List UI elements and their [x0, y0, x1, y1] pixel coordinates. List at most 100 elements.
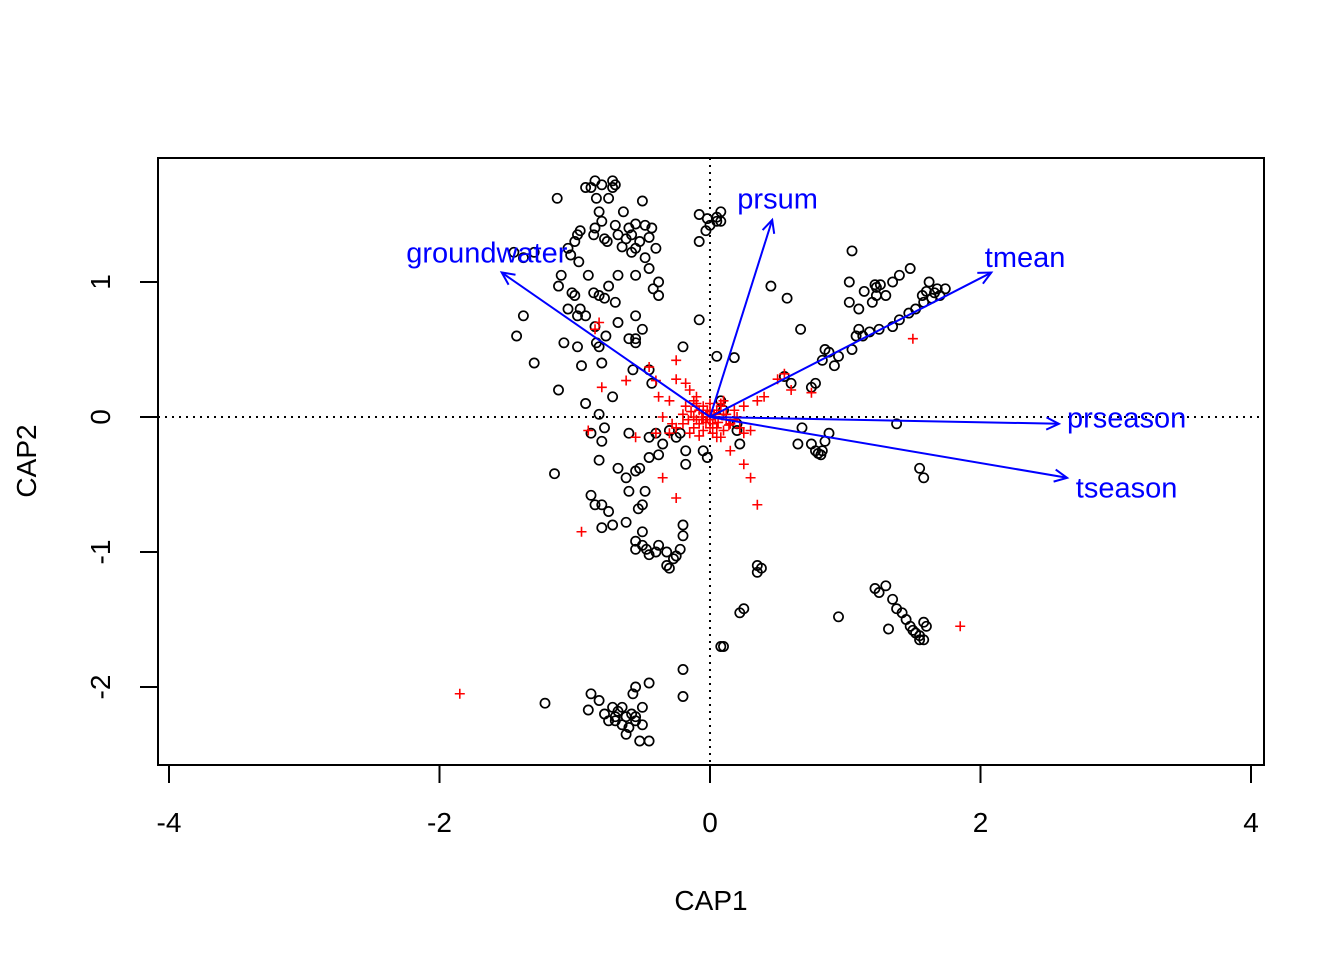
species-point [806, 387, 817, 398]
site-point [580, 182, 592, 193]
vector-label-prseason: prseason [1067, 402, 1186, 434]
site-point [751, 566, 763, 578]
site-point [609, 219, 621, 231]
species-point [725, 445, 736, 456]
site-point [576, 360, 587, 372]
species-point [698, 401, 709, 412]
site-point [593, 341, 605, 353]
species-point [677, 409, 688, 420]
site-point [599, 422, 610, 434]
y-tick-label: -1 [85, 540, 116, 565]
site-point [661, 560, 673, 571]
site-point [819, 344, 831, 355]
site-point [630, 337, 642, 349]
species-point [688, 412, 699, 422]
site-point [623, 427, 635, 439]
site-point [918, 472, 930, 484]
site-point [643, 549, 655, 561]
site-point [883, 623, 894, 635]
site-point [643, 452, 655, 463]
species-point [650, 428, 661, 439]
site-point [607, 182, 619, 193]
species-point [583, 425, 594, 436]
site-point [590, 192, 602, 204]
x-axis-label: CAP1 [674, 885, 747, 916]
species-point [700, 417, 711, 428]
species-point [630, 432, 641, 443]
species-point [596, 382, 607, 393]
site-point [846, 245, 858, 257]
site-point [653, 276, 665, 288]
site-point [558, 337, 570, 349]
site-point [599, 233, 610, 245]
site-point [609, 711, 621, 723]
site-point [603, 192, 615, 204]
site-point [918, 634, 930, 646]
site-point [657, 438, 669, 450]
site-point [603, 280, 615, 292]
site-point [574, 303, 586, 315]
site-point [539, 697, 551, 709]
site-point [585, 688, 597, 700]
site-point [931, 283, 943, 295]
site-point [609, 296, 621, 308]
site-point [600, 330, 612, 342]
site-point [612, 317, 624, 328]
vector-label-groundwater: groundwater [406, 238, 568, 270]
site-point [630, 465, 642, 477]
site-point [572, 341, 583, 353]
site-point [643, 735, 655, 747]
site-point [573, 256, 585, 268]
site-point [812, 447, 824, 459]
site-point [593, 454, 605, 466]
site-point [639, 485, 651, 497]
site-point [650, 546, 662, 558]
site-point [585, 182, 597, 193]
site-point [612, 462, 624, 474]
site-point [907, 624, 919, 636]
species-point [907, 333, 918, 344]
site-point [677, 664, 689, 675]
site-point [693, 236, 705, 247]
species-point [680, 401, 691, 412]
vector-arrowhead-tseason [1053, 468, 1070, 483]
site-point [630, 269, 642, 281]
site-point [918, 616, 930, 628]
site-point [562, 242, 574, 254]
species-point [621, 375, 632, 386]
vector-label-prsum: prsum [737, 184, 818, 216]
site-point [914, 634, 926, 646]
species-point [671, 355, 682, 366]
species-point [677, 418, 688, 429]
site-point [858, 285, 870, 297]
site-point [620, 728, 632, 740]
species-point [738, 401, 749, 412]
site-point [589, 222, 601, 234]
site-point [833, 611, 844, 623]
site-point [616, 701, 628, 713]
site-point [607, 391, 619, 403]
species-point [576, 526, 587, 537]
site-point [680, 445, 692, 457]
species-point [671, 374, 682, 385]
site-point [627, 688, 639, 700]
species-point [688, 422, 699, 433]
species-point [454, 688, 465, 699]
site-point [853, 323, 865, 335]
site-point [620, 516, 632, 528]
site-point [588, 229, 600, 241]
species-point [653, 391, 664, 402]
site-point [562, 303, 574, 315]
site-point [588, 287, 600, 299]
species-point [759, 391, 770, 402]
site-point [680, 458, 692, 470]
site-point [623, 485, 635, 497]
x-tick-label: 0 [702, 807, 718, 838]
site-point [623, 722, 635, 733]
site-point [636, 701, 648, 713]
site-point [589, 499, 601, 511]
site-point [677, 341, 689, 353]
site-point [612, 269, 624, 281]
site-point [603, 506, 615, 517]
site-point [701, 452, 713, 463]
